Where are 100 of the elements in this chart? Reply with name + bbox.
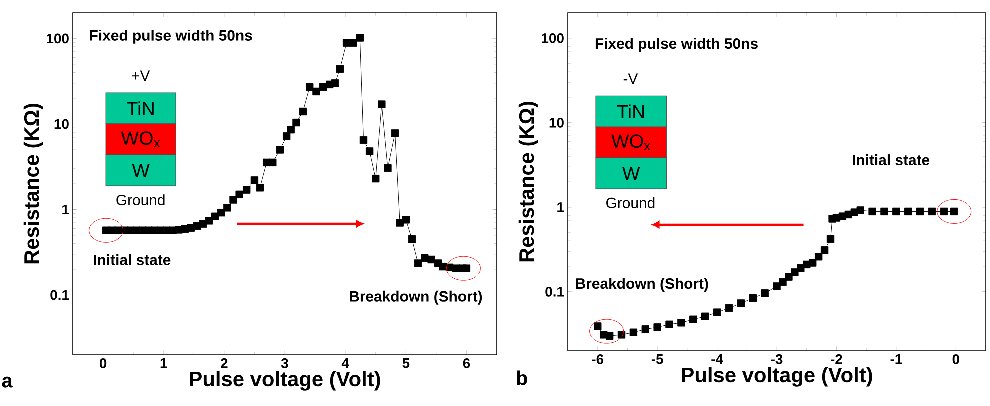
annotation: Fixed pulse width 50ns (596, 38, 758, 52)
annotation: TiN (127, 102, 154, 116)
x-tick-label: 1 (160, 358, 168, 368)
x-tick-label: -4 (712, 354, 724, 364)
point (306, 84, 314, 92)
point (269, 158, 277, 167)
annotation: Breakdown (Short) (576, 278, 708, 292)
point (880, 208, 888, 216)
point (336, 65, 344, 74)
point (372, 174, 380, 183)
point (826, 235, 835, 244)
x-tick-label: -2 (831, 354, 842, 364)
point (779, 278, 787, 286)
point (868, 208, 876, 216)
annotation: WO$_{x}$ (121, 132, 160, 148)
annotation: Initial state (853, 154, 930, 166)
x-axis-title: Pulse voltage (Volt) (682, 367, 872, 387)
point (287, 126, 295, 134)
x-tick-label: -5 (652, 354, 664, 364)
point (224, 204, 232, 212)
y-tick-label: 0.1 (50, 290, 70, 300)
point (904, 208, 912, 216)
annotation: Initial state (94, 254, 171, 266)
point (218, 208, 226, 217)
point (384, 164, 392, 172)
x-tick-label: 4 (342, 358, 350, 368)
x-tick-label: 5 (402, 358, 410, 368)
point (749, 294, 757, 302)
point (814, 253, 823, 261)
point (236, 190, 244, 199)
point (205, 217, 214, 225)
y-tick-label: 10 (54, 119, 69, 130)
point (292, 118, 300, 127)
point (785, 273, 793, 281)
point (820, 246, 829, 254)
point (630, 328, 638, 336)
point (242, 186, 251, 194)
x-tick-label: -1 (890, 354, 902, 364)
point (594, 322, 602, 330)
point (856, 206, 864, 214)
point (940, 208, 948, 216)
y-tick-label: 1 (558, 202, 564, 212)
point (378, 100, 386, 108)
point (282, 132, 291, 140)
point (421, 254, 429, 262)
point (230, 196, 238, 204)
x-tick-label: 0 (952, 354, 960, 364)
x-tick-label: 0 (100, 358, 107, 368)
point (428, 256, 436, 264)
y-tick-label: 100 (47, 34, 69, 44)
x-tick-label: 3 (281, 358, 288, 368)
point (462, 264, 471, 272)
point (606, 332, 614, 340)
point (360, 136, 368, 144)
point (256, 184, 264, 192)
annotation: Fixed pulse width 50ns (90, 30, 252, 44)
y-tick-label: 1 (62, 204, 70, 215)
annotation: TiN (617, 104, 644, 118)
point (737, 300, 746, 308)
y-tick-label: 100 (542, 33, 564, 44)
annotation: WO$_{x}$ (612, 134, 651, 151)
y-tick-label: 0.1 (546, 286, 564, 297)
point (761, 290, 769, 298)
point (713, 308, 722, 316)
text: a (2, 376, 13, 388)
point (319, 84, 328, 92)
point (414, 260, 422, 268)
x-tick-label: 2 (221, 358, 228, 368)
annotation: Ground (606, 197, 655, 208)
point (928, 208, 936, 216)
annotation: Breakdown (Short) (350, 290, 482, 305)
annotation: Ground (116, 194, 165, 206)
point (276, 146, 284, 154)
x-tick-label: 6 (463, 358, 470, 368)
point (250, 176, 259, 184)
point (808, 259, 817, 267)
point (299, 108, 308, 116)
x-tick-label: -6 (592, 354, 604, 364)
x-tick-label: -3 (771, 354, 783, 364)
point (678, 319, 686, 327)
y-tick-label: 10 (550, 118, 564, 128)
annotation: -V (624, 74, 638, 84)
point (702, 312, 710, 320)
point (366, 148, 374, 156)
point (391, 130, 400, 138)
point (439, 262, 447, 271)
annotation: +V (132, 70, 150, 82)
y-axis-title: Resistance (KΩ) (24, 104, 44, 264)
point (916, 208, 924, 216)
point (331, 80, 340, 88)
point (666, 320, 674, 329)
text: b (517, 370, 528, 386)
point (350, 39, 358, 47)
point (618, 331, 626, 339)
point (773, 282, 781, 290)
y-axis-title: Resistance (KΩ) (518, 102, 538, 262)
x-axis-title: Pulse voltage (Volt) (190, 371, 380, 391)
point (312, 88, 320, 96)
point (690, 316, 698, 324)
point (408, 236, 416, 244)
